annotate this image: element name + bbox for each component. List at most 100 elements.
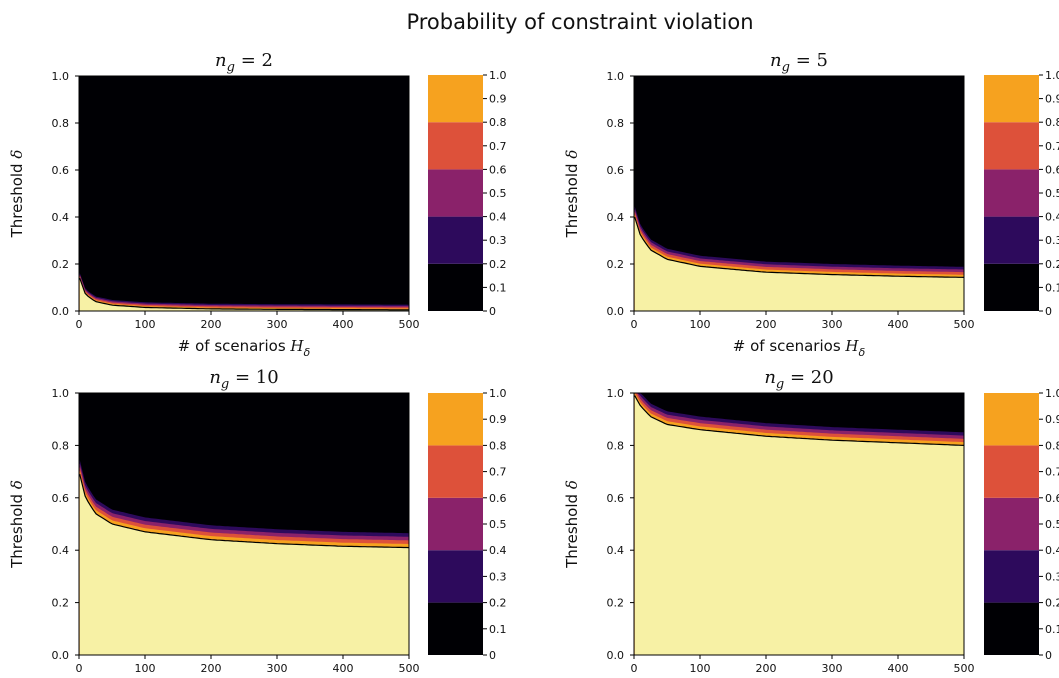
subplot-title-symbol: n bbox=[215, 50, 227, 71]
y-tick-label: 0.4 bbox=[52, 544, 70, 557]
colorbar-tick-label: 0.9 bbox=[1045, 93, 1059, 106]
colorbar-tick-label: 1.0 bbox=[489, 387, 507, 400]
colorbar-tick-label: 0.1 bbox=[1045, 281, 1059, 294]
colorbar-tick-label: 0.8 bbox=[1045, 116, 1059, 129]
contour-band-5 bbox=[79, 474, 409, 655]
plot-frame bbox=[78, 75, 410, 312]
subplot-title-symbol: n bbox=[209, 367, 221, 388]
x-tick-label: 400 bbox=[888, 662, 909, 675]
colorbar: 0 0.1 0.2 0.3 0.4 0.5 0.6 0.7 0.8 0.9 1.0 bbox=[984, 69, 1059, 318]
x-tick-label: 300 bbox=[822, 662, 843, 675]
colorbar-tick-label: 0 bbox=[1045, 649, 1052, 662]
y-tick-label: 0.8 bbox=[52, 439, 70, 452]
subplot-title: ng = 20 bbox=[764, 367, 833, 392]
colorbar-segment bbox=[984, 75, 1039, 123]
colorbar-tick-label: 0.4 bbox=[1045, 544, 1059, 557]
y-tick-label: 0.2 bbox=[52, 597, 70, 610]
x-tick-label: 300 bbox=[267, 662, 288, 675]
colorbar-segment bbox=[984, 263, 1039, 311]
y-tick-label: 0.2 bbox=[607, 597, 625, 610]
x-tick-label: 400 bbox=[333, 662, 354, 675]
y-axis-label-text: Threshold bbox=[563, 159, 581, 239]
x-axis-subscript: δ bbox=[304, 346, 311, 359]
colorbar-tick-label: 0.9 bbox=[489, 413, 507, 426]
colorbar-segment bbox=[984, 550, 1039, 603]
colorbar-segment bbox=[428, 445, 483, 498]
colorbar-tick-label: 0.8 bbox=[489, 439, 507, 452]
y-tick-label: 0.6 bbox=[607, 164, 625, 177]
subplot-ng-5: 0 100 200 300 400 500 0.0 0.2 0.4 0.6 0.8 1.0 # of s… bbox=[563, 50, 1059, 359]
subplot-title: ng = 5 bbox=[770, 50, 828, 75]
colorbar-tick-label: 0.6 bbox=[1045, 163, 1059, 176]
y-axis-symbol: δ bbox=[8, 480, 26, 489]
y-axis-label-text: Threshold bbox=[8, 159, 26, 239]
x-tick-label: 200 bbox=[756, 662, 777, 675]
y-tick-label: 1.0 bbox=[52, 70, 70, 83]
colorbar-tick-label: 0.3 bbox=[1045, 570, 1059, 583]
x-tick-label: 400 bbox=[888, 318, 909, 331]
contour-line bbox=[79, 474, 410, 549]
colorbar-tick-label: 1.0 bbox=[489, 69, 507, 82]
colorbar-tick-label: 0.3 bbox=[489, 570, 507, 583]
colorbar-segment bbox=[984, 216, 1039, 264]
subplot-title-value: = 2 bbox=[235, 50, 273, 71]
x-tick-label: 500 bbox=[954, 662, 975, 675]
y-axis-symbol: δ bbox=[563, 150, 581, 159]
colorbar-segment bbox=[428, 263, 483, 311]
subplot-title-value: = 20 bbox=[784, 367, 833, 388]
colorbar-tick-label: 0.3 bbox=[1045, 234, 1059, 247]
colorbar-tick-label: 1.0 bbox=[1045, 69, 1059, 82]
colorbar-segment bbox=[428, 497, 483, 551]
colorbar-tick-label: 0.1 bbox=[1045, 623, 1059, 636]
colorbar-segment bbox=[984, 169, 1039, 217]
colorbar-tick-label: 0.1 bbox=[489, 623, 507, 636]
subplot-title-symbol: n bbox=[764, 367, 776, 388]
y-tick-label: 0.6 bbox=[52, 492, 70, 505]
figure-title: Probability of constraint violation bbox=[406, 10, 753, 34]
colorbar-tick-label: 0.3 bbox=[489, 234, 507, 247]
x-tick-label: 0 bbox=[76, 318, 83, 331]
y-tick-label: 0.6 bbox=[52, 164, 70, 177]
y-tick-label: 0.6 bbox=[607, 492, 625, 505]
colorbar-segment bbox=[428, 75, 483, 123]
y-tick-label: 0.8 bbox=[52, 117, 70, 130]
plot-frame bbox=[78, 392, 410, 656]
x-tick-label: 0 bbox=[631, 318, 638, 331]
colorbar-tick-label: 0.8 bbox=[489, 116, 507, 129]
colorbar-tick-label: 0.2 bbox=[489, 258, 507, 271]
colorbar-tick-label: 0.6 bbox=[1045, 492, 1059, 505]
colorbar: 0 0.1 0.2 0.3 0.4 0.5 0.6 0.7 0.8 0.9 1.0 bbox=[428, 387, 507, 662]
y-tick-label: 0.2 bbox=[52, 258, 70, 271]
colorbar-tick-label: 0.2 bbox=[1045, 597, 1059, 610]
y-tick-label: 0.0 bbox=[607, 305, 625, 318]
colorbar: 0 0.1 0.2 0.3 0.4 0.5 0.6 0.7 0.8 0.9 1.0 bbox=[984, 387, 1059, 662]
y-tick-label: 0.4 bbox=[607, 211, 625, 224]
plot-frame bbox=[633, 392, 965, 656]
x-tick-label: 300 bbox=[267, 318, 288, 331]
subplot-title-value: = 10 bbox=[229, 367, 278, 388]
heatmap-background bbox=[79, 76, 409, 311]
colorbar-segment bbox=[428, 393, 483, 446]
colorbar-segment bbox=[428, 550, 483, 603]
subplot-title-symbol: n bbox=[770, 50, 782, 71]
contour-line bbox=[634, 395, 965, 446]
y-tick-label: 0.0 bbox=[52, 649, 70, 662]
y-tick-label: 0.8 bbox=[607, 117, 625, 130]
y-axis-label: Threshold δ bbox=[8, 480, 26, 569]
x-tick-label: 500 bbox=[954, 318, 975, 331]
subplot-ng-2: 0 100 200 300 400 500 0.0 0.2 0.4 0.6 0.8 1.0 # of s… bbox=[8, 50, 507, 359]
x-tick-label: 100 bbox=[690, 662, 711, 675]
subplot-title-subscript: g bbox=[776, 377, 784, 392]
contour-line bbox=[634, 216, 965, 278]
y-axis-label: Threshold δ bbox=[563, 480, 581, 569]
y-tick-label: 0.4 bbox=[52, 211, 70, 224]
colorbar-tick-label: 0 bbox=[489, 649, 496, 662]
colorbar-segment bbox=[428, 122, 483, 170]
subplot-title-value: = 5 bbox=[790, 50, 828, 71]
y-tick-label: 1.0 bbox=[607, 70, 625, 83]
x-axis-label: # of scenarios Hδ bbox=[733, 337, 866, 359]
subplot-title: ng = 10 bbox=[209, 367, 278, 392]
